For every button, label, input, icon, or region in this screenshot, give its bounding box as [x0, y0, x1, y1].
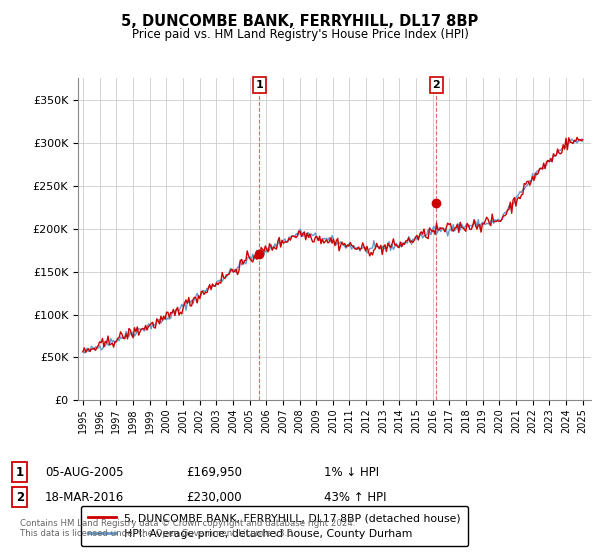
Text: 43% ↑ HPI: 43% ↑ HPI [324, 491, 386, 504]
Text: 05-AUG-2005: 05-AUG-2005 [45, 465, 124, 479]
Text: Contains HM Land Registry data © Crown copyright and database right 2024.: Contains HM Land Registry data © Crown c… [20, 519, 355, 528]
Text: 1% ↓ HPI: 1% ↓ HPI [324, 465, 379, 479]
Text: 1: 1 [16, 465, 24, 479]
Text: Price paid vs. HM Land Registry's House Price Index (HPI): Price paid vs. HM Land Registry's House … [131, 28, 469, 41]
Text: 5, DUNCOMBE BANK, FERRYHILL, DL17 8BP: 5, DUNCOMBE BANK, FERRYHILL, DL17 8BP [121, 14, 479, 29]
Text: 18-MAR-2016: 18-MAR-2016 [45, 491, 124, 504]
Text: £230,000: £230,000 [186, 491, 242, 504]
Text: 1: 1 [256, 80, 263, 90]
Text: This data is licensed under the Open Government Licence v3.0.: This data is licensed under the Open Gov… [20, 529, 295, 538]
Text: 2: 2 [433, 80, 440, 90]
Legend: 5, DUNCOMBE BANK, FERRYHILL, DL17 8BP (detached house), HPI: Average price, deta: 5, DUNCOMBE BANK, FERRYHILL, DL17 8BP (d… [81, 506, 469, 546]
Text: 2: 2 [16, 491, 24, 504]
Text: £169,950: £169,950 [186, 465, 242, 479]
